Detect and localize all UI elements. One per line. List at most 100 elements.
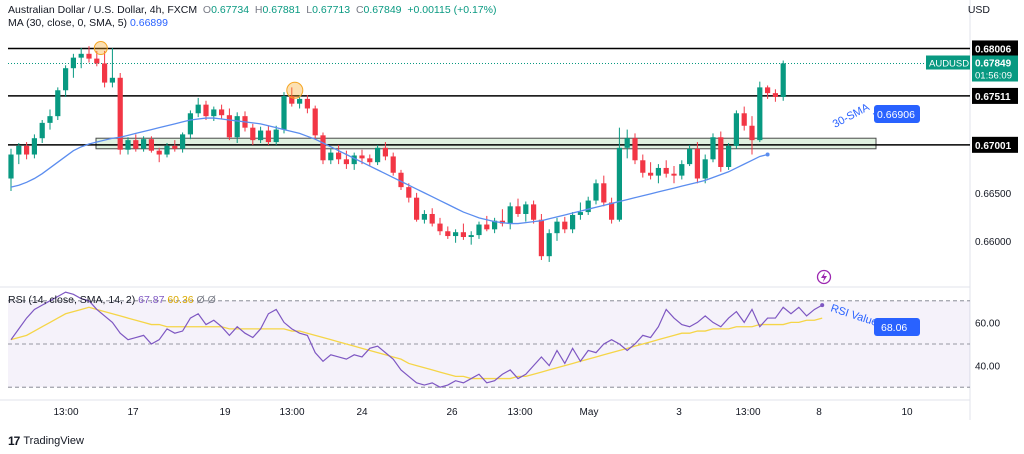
candle-body xyxy=(172,145,178,149)
candle-body xyxy=(297,98,303,104)
candle-body xyxy=(375,147,381,163)
candle-body xyxy=(109,77,115,83)
candle-body xyxy=(94,58,100,64)
candle-body xyxy=(632,138,638,161)
candle-body xyxy=(538,219,544,257)
candle-body xyxy=(328,152,334,161)
high-label: H xyxy=(254,4,263,16)
time-tick-label: 26 xyxy=(446,407,458,418)
candle-body xyxy=(8,154,14,179)
candle-body xyxy=(492,220,498,230)
price-tick-label: 0.66500 xyxy=(975,189,1012,200)
symbol-title[interactable]: Australian Dollar / U.S. Dollar, 4h, FXC… xyxy=(8,4,198,16)
peak-marker-circle xyxy=(286,81,304,99)
sma-30-line xyxy=(10,117,768,225)
candle-body xyxy=(414,197,420,220)
candle-body xyxy=(367,158,373,163)
rsi-extra-2: Ø xyxy=(207,294,216,306)
level-price-box xyxy=(972,40,1018,57)
candle-body xyxy=(663,167,669,174)
level-price-box xyxy=(972,87,1018,104)
rsi-value-label-box xyxy=(874,318,920,336)
candle-body xyxy=(141,139,147,149)
time-tick-label: 3 xyxy=(676,407,682,418)
time-tick-label: 13:00 xyxy=(507,407,532,418)
low-value: 0.67713 xyxy=(312,4,351,16)
candle-body xyxy=(148,139,154,151)
lightning-icon xyxy=(816,269,832,285)
rsi-info-line[interactable]: RSI (14, close, SMA, 14, 2) 67.87 60.36 … xyxy=(8,294,216,306)
support-zone xyxy=(95,137,877,150)
candle-body xyxy=(320,135,326,161)
sma-annotation-label: 30-SMA xyxy=(831,101,872,131)
low-label: L xyxy=(306,4,313,16)
tradingview-brand[interactable]: 17 TradingView xyxy=(8,434,84,448)
candle-body xyxy=(772,93,778,97)
candle-body xyxy=(265,130,271,143)
candle-body xyxy=(203,104,209,117)
time-tick-label: 13:00 xyxy=(735,407,760,418)
high-value: 0.67881 xyxy=(262,4,301,16)
level-price-label: 0.68006 xyxy=(975,44,1012,55)
candle-body xyxy=(86,53,92,59)
candle-body xyxy=(468,235,474,238)
candle-body xyxy=(546,233,552,257)
candle-body xyxy=(421,213,427,220)
ma-info-line[interactable]: MA (30, close, 0, SMA, 5) 0.66899 xyxy=(8,17,168,29)
rsi-value: 67.87 xyxy=(138,294,165,306)
candle-body xyxy=(55,90,61,117)
candle-body xyxy=(102,63,108,83)
candle-body xyxy=(343,159,349,165)
price-tick-label: 0.66000 xyxy=(975,237,1012,248)
candle-body xyxy=(515,206,521,214)
candle-body xyxy=(694,148,700,179)
candle-body xyxy=(125,140,131,150)
candle-body xyxy=(250,127,256,141)
candle-body xyxy=(562,221,568,230)
candle-body xyxy=(679,164,685,176)
currency-label[interactable]: USD xyxy=(967,4,990,16)
candle-body xyxy=(429,213,435,224)
candle-body xyxy=(133,140,139,149)
candle-body xyxy=(63,68,69,91)
sma-endpoint xyxy=(765,152,770,157)
rsi-tick-label: 60.00 xyxy=(975,318,1000,329)
candle-body xyxy=(687,148,693,165)
symbol-tag-label: AUDUSD xyxy=(929,59,969,70)
open-value: 0.67734 xyxy=(211,4,250,16)
candle-body xyxy=(47,116,53,123)
candle-body xyxy=(757,87,763,141)
candle-body xyxy=(16,145,22,155)
candle-body xyxy=(382,147,388,157)
candle-body xyxy=(648,172,654,176)
candle-body xyxy=(187,113,193,135)
candle-body xyxy=(554,221,560,234)
candle-body xyxy=(437,223,443,232)
candle-body xyxy=(180,134,186,149)
candle-body xyxy=(78,53,84,58)
candle-body xyxy=(273,129,279,143)
candle-body xyxy=(484,224,490,230)
time-tick-label: 19 xyxy=(219,407,231,418)
candle-body xyxy=(671,173,677,176)
candle-body xyxy=(616,147,622,220)
candle-body xyxy=(336,152,342,160)
candle-body xyxy=(710,137,716,160)
candle-body xyxy=(117,77,123,150)
time-tick-label: 17 xyxy=(127,407,139,418)
level-price-box xyxy=(972,136,1018,153)
candle-body xyxy=(733,113,739,146)
rsi-tick-label: 40.00 xyxy=(975,362,1000,373)
candle-body xyxy=(281,96,287,130)
candle-body xyxy=(31,138,37,155)
ma-value: 0.66899 xyxy=(129,17,168,29)
time-tick-label: 24 xyxy=(356,407,368,418)
candle-body xyxy=(640,160,646,173)
candle-body xyxy=(718,137,724,167)
candle-body xyxy=(453,232,459,237)
symbol-info-line: Australian Dollar / U.S. Dollar, 4h, FXC… xyxy=(8,4,496,16)
candle-body xyxy=(624,138,630,148)
candle-body xyxy=(531,204,537,220)
candle-body xyxy=(226,115,232,138)
